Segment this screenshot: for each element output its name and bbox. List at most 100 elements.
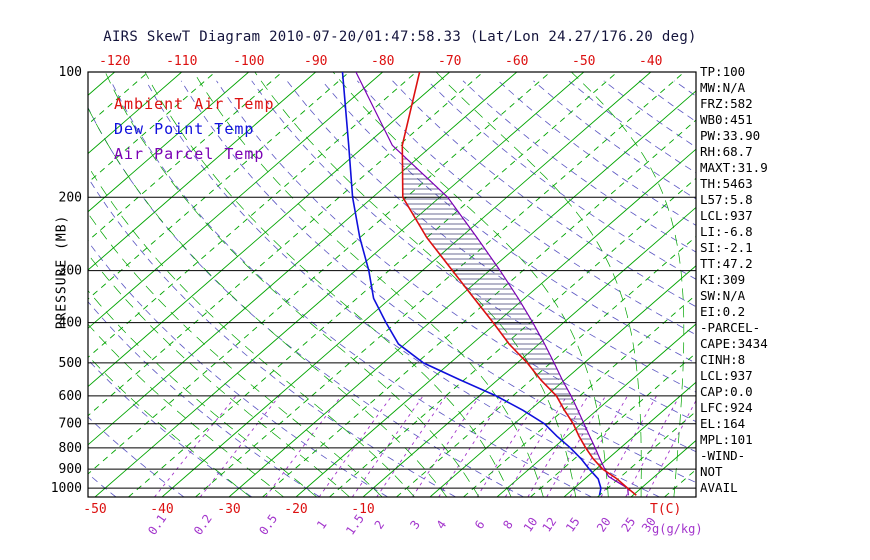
moist-adiabat-line [104, 72, 480, 497]
moist-adiabat-line [88, 212, 383, 497]
top-temp-tick-label: -50 [572, 54, 595, 69]
mixing-ratio-line [645, 399, 696, 497]
temperature-curve [401, 72, 637, 496]
isotherm-line [429, 265, 696, 497]
mixing-ratio-tick-label: 25 [619, 515, 639, 535]
isotherm-line [228, 90, 696, 497]
stats-line: TP:100 [700, 64, 746, 79]
mixing-ratio-tick-label: 1 [314, 518, 330, 532]
isotherm-line [496, 323, 696, 497]
pressure-tick-label: 100 [59, 65, 82, 80]
top-temp-tick-label: -60 [505, 54, 528, 69]
background-grid [0, 72, 696, 497]
bottom-temp-tick-label: -20 [284, 502, 307, 517]
pressure-axis-label: PRESSURE (MB) [54, 214, 70, 330]
isotherm-line [295, 148, 696, 497]
mixing-ratio-tick-label: 8 [500, 518, 516, 532]
isotherm-line [463, 294, 696, 497]
mixing-ratio-tick-label: 3 [407, 518, 423, 532]
mixing-ratio-tick-label: 20 [594, 515, 614, 535]
pressure-tick-label: 900 [59, 462, 82, 477]
mixing-ratio-line [376, 395, 447, 497]
dry-adiabat-line [286, 80, 696, 393]
top-temp-tick-label: -80 [371, 54, 394, 69]
mixing-ratio-line [265, 395, 342, 497]
dry-adiabat-line [462, 80, 696, 253]
pressure-tick-label: 500 [59, 356, 82, 371]
dry-adiabat-line [216, 80, 696, 453]
stats-line: LI:-6.8 [700, 224, 753, 239]
stats-line: FRZ:582 [700, 96, 753, 111]
top-temp-tick-label: -40 [639, 54, 662, 69]
stats-line: SI:-2.1 [700, 240, 753, 255]
stats-line: LCL:937 [700, 368, 753, 383]
isotherm-line [88, 72, 450, 388]
stats-line: -PARCEL- [700, 320, 761, 335]
mixing-ratio-tick-label: 2 [372, 518, 388, 532]
dry-adiabat-line [321, 80, 696, 364]
dry-adiabat-line [88, 359, 253, 497]
isotherm-line [0, 72, 14, 497]
dry-adiabat-line [251, 80, 696, 423]
parcel-curve [355, 72, 629, 496]
chart-legend: Ambient Air Temp Dew Point Temp Air Parc… [114, 92, 275, 167]
cape-hatch-region [402, 158, 605, 470]
legend-air-parcel-temp: Air Parcel Temp [114, 145, 265, 163]
stats-line: L57:5.8 [700, 192, 753, 207]
stats-line: PW:33.90 [700, 128, 761, 143]
isotherm-line [88, 72, 417, 359]
moist-adiabat-line [193, 72, 544, 497]
stats-line: MPL:101 [700, 432, 753, 447]
stats-line: MAXT:31.9 [700, 160, 768, 175]
moist-adiabat-line [435, 72, 642, 497]
temp-unit-label: T(C) [650, 502, 681, 517]
mixing-ratio-tick-label: 6 [472, 518, 488, 532]
bottom-temp-tick-label: -40 [150, 502, 173, 517]
isotherm-line [362, 206, 696, 497]
mixing-ratio-line [199, 395, 280, 497]
bottom-temp-tick-label: -10 [351, 502, 374, 517]
mixing-ratio-tick-label: 0.2 [191, 512, 215, 538]
isotherm-line [88, 72, 182, 155]
isotherm-line [88, 72, 551, 475]
top-temp-tick-label: -70 [438, 54, 461, 69]
isotherm-line [128, 72, 618, 497]
mixing-ratio-tick-label: 12 [540, 515, 560, 535]
dry-adiabat-line [497, 80, 696, 226]
stats-line: EI:0.2 [700, 304, 746, 319]
isotherm-line [88, 72, 216, 184]
pressure-tick-label: 600 [59, 389, 82, 404]
stats-line: RH:68.7 [700, 144, 753, 159]
dry-adiabat-line [110, 80, 592, 497]
mixing-ratio-tick-label: 30 [639, 515, 659, 535]
stats-line: CAPE:3434 [700, 336, 768, 351]
stats-line: CAP:0.0 [700, 384, 753, 399]
mixing-ratio-line [600, 395, 657, 497]
stats-line: -WIND- [700, 448, 746, 463]
pressure-tick-label: 200 [59, 190, 82, 205]
isotherm-line [563, 381, 696, 497]
pressure-tick-label: 300 [59, 264, 82, 279]
isotherm-line [262, 119, 696, 497]
stats-line: TT:47.2 [700, 256, 753, 271]
stats-line: LFC:924 [700, 400, 753, 415]
top-temp-tick-label: -90 [304, 54, 327, 69]
pressure-tick-label: 800 [59, 441, 82, 456]
isotherm-line [88, 72, 518, 446]
mixing-ratio-line [546, 395, 606, 497]
isotherm-line [88, 72, 249, 213]
top-temp-tick-label: -110 [166, 54, 197, 69]
mixing-ratio-tick-label: 4 [434, 518, 450, 532]
axis-labels: -120 -110 -100 -90 -80 -70 -60 -50 -40 100 200 300 4… [51, 54, 703, 538]
mixing-ratio-line [318, 395, 393, 497]
legend-dew-point-temp: Dew Point Temp [114, 120, 255, 138]
isotherm-line [94, 72, 585, 497]
dry-adiabat-line [427, 80, 696, 280]
stats-line: LCL:937 [700, 208, 753, 223]
moist-adiabat-line [144, 72, 512, 497]
mixing-ratio-line [438, 395, 505, 497]
bottom-temp-tick-label: -30 [217, 502, 240, 517]
stats-line: EL:164 [700, 416, 746, 431]
stats-line: AVAIL [700, 480, 738, 495]
